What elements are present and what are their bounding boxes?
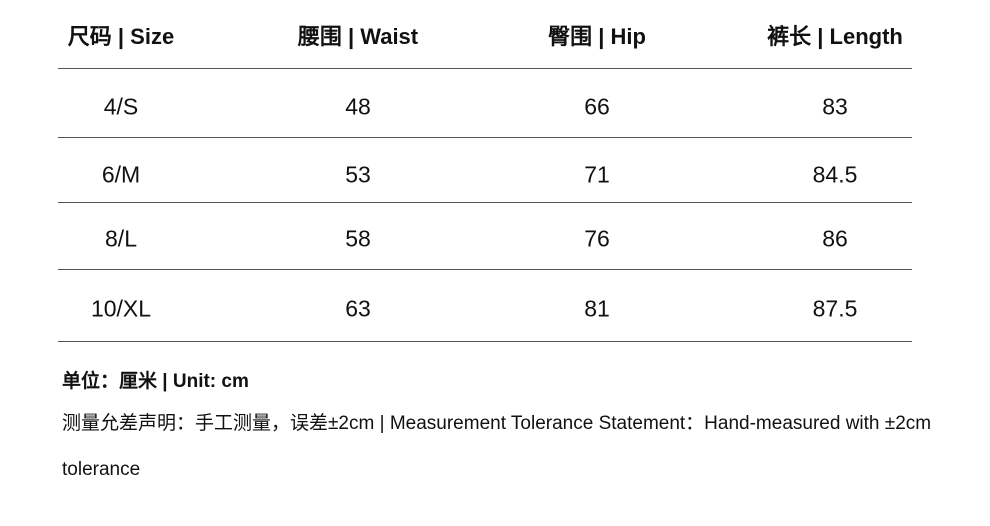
unit-note: 单位：厘米 | Unit: cm xyxy=(62,371,249,392)
measure-cell: 71 xyxy=(584,161,610,188)
column-header: 尺码 | Size xyxy=(67,24,175,49)
measure-cell: 48 xyxy=(345,93,371,120)
measure-cell: 83 xyxy=(822,93,848,120)
size-cell: 6/M xyxy=(101,161,141,188)
measure-cell: 58 xyxy=(345,225,371,252)
row-divider xyxy=(58,341,912,342)
size-cell: 10/XL xyxy=(90,295,152,322)
row-divider xyxy=(58,68,912,69)
row-divider xyxy=(58,269,912,270)
size-cell: 8/L xyxy=(105,225,137,252)
measure-cell: 63 xyxy=(345,295,371,322)
measure-cell: 86 xyxy=(822,225,848,252)
measure-cell: 81 xyxy=(584,295,610,322)
measure-cell: 84.5 xyxy=(812,161,858,188)
column-header: 裤长 | Length xyxy=(767,24,903,49)
column-header: 臀围 | Hip xyxy=(548,24,646,49)
measure-cell: 87.5 xyxy=(812,295,858,322)
tolerance-note: 测量允差声明：手工测量，误差±2cm | Measurement Toleran… xyxy=(62,413,932,480)
measure-cell: 76 xyxy=(584,225,610,252)
row-divider xyxy=(58,137,912,138)
row-divider xyxy=(58,202,912,203)
measure-cell: 66 xyxy=(584,93,610,120)
size-cell: 4/S xyxy=(103,93,139,120)
column-header: 腰围 | Waist xyxy=(297,24,419,49)
measure-cell: 53 xyxy=(345,161,371,188)
